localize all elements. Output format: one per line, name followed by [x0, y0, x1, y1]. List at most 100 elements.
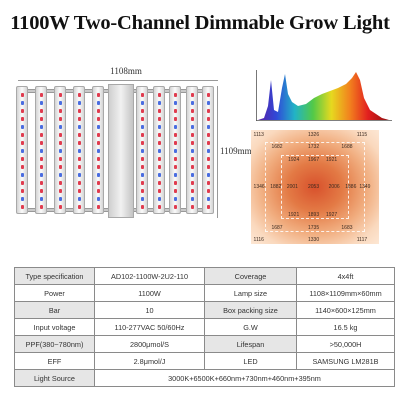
- led-diode: [141, 165, 144, 169]
- light-bar: [35, 86, 47, 214]
- led-diode: [190, 117, 194, 121]
- led-diode: [141, 141, 144, 145]
- led-diode: [59, 101, 62, 105]
- led-diode: [190, 197, 194, 201]
- spec-row: Bar 10 Box packing size 1140×600×125mm: [14, 301, 395, 319]
- spec-label: Bar: [14, 301, 95, 319]
- led-diode: [141, 125, 144, 129]
- led-diode: [78, 157, 81, 161]
- led-diode: [207, 133, 210, 137]
- led-diode: [207, 117, 210, 121]
- led-diode: [97, 141, 100, 145]
- led-diode: [190, 109, 194, 113]
- led-diode: [40, 141, 43, 145]
- led-diode: [97, 109, 100, 113]
- led-diode: [59, 197, 62, 201]
- led-diode: [207, 189, 210, 193]
- led-diode: [78, 141, 81, 145]
- ppfd-value: 1113: [253, 132, 264, 138]
- ppfd-value: 1687: [271, 225, 283, 231]
- ppfd-value: 1924: [288, 157, 300, 163]
- led-diode: [174, 125, 177, 129]
- led-diode: [97, 189, 100, 193]
- led-diode: [59, 205, 62, 209]
- ppfd-value: 1732: [308, 144, 320, 150]
- led-diode: [78, 205, 81, 209]
- spec-label: EFF: [14, 352, 95, 370]
- ppfd-value: 1735: [308, 225, 320, 231]
- spec-row: Power 1100W Lamp size 1108×1109mm×60mm: [14, 284, 395, 302]
- led-diode: [174, 189, 177, 193]
- led-diode: [174, 149, 177, 153]
- led-diode: [40, 101, 43, 105]
- spec-label: Type specification: [14, 267, 95, 285]
- led-diode: [21, 109, 24, 113]
- led-diode: [207, 149, 210, 153]
- led-diode: [59, 117, 62, 121]
- spec-label: Box packing size: [204, 301, 297, 319]
- led-diode: [21, 173, 24, 177]
- led-diode: [78, 165, 81, 169]
- led-diode: [78, 181, 81, 185]
- ppfd-value: 2053: [308, 184, 320, 190]
- spec-row: Light Source 3000K+6500K+660nm+730nm+460n…: [14, 369, 395, 387]
- led-diode: [141, 157, 144, 161]
- led-diode: [59, 157, 62, 161]
- spec-value: 1108×1109mm×60mm: [296, 284, 395, 302]
- led-diode: [40, 197, 43, 201]
- led-diode: [97, 93, 100, 97]
- light-bar: [202, 86, 214, 214]
- led-diode: [174, 93, 177, 97]
- led-diode: [40, 173, 43, 177]
- led-diode: [174, 173, 177, 177]
- spec-label: Lamp size: [204, 284, 297, 302]
- led-diode: [207, 197, 210, 201]
- led-diode: [78, 125, 81, 129]
- led-diode: [190, 189, 194, 193]
- led-diode: [157, 109, 161, 113]
- led-diode: [207, 205, 210, 209]
- led-diode: [78, 109, 81, 113]
- led-diode: [21, 205, 24, 209]
- spec-value: 4x4ft: [296, 267, 395, 285]
- led-diode: [207, 93, 210, 97]
- spec-label: Light Source: [14, 369, 95, 387]
- led-diode: [157, 101, 161, 105]
- led-diode: [141, 109, 144, 113]
- led-diode: [21, 117, 24, 121]
- spec-label: Coverage: [204, 267, 297, 285]
- width-dimension-line: [18, 80, 218, 81]
- led-diode: [207, 165, 210, 169]
- led-diode: [21, 197, 24, 201]
- ppfd-zone-outer: [265, 142, 365, 232]
- led-diode: [157, 157, 161, 161]
- led-diode: [174, 197, 177, 201]
- spec-value: >50,000H: [296, 335, 395, 353]
- led-diode: [97, 149, 100, 153]
- led-diode: [157, 197, 161, 201]
- ppfd-value: 1682: [271, 144, 283, 150]
- led-diode: [40, 133, 43, 137]
- led-diode: [21, 141, 24, 145]
- led-diode: [59, 141, 62, 145]
- led-diode: [190, 149, 194, 153]
- led-diode: [157, 133, 161, 137]
- led-diode: [190, 165, 194, 169]
- led-diode: [40, 117, 43, 121]
- spec-label: G.W: [204, 318, 297, 336]
- led-diode: [97, 165, 100, 169]
- led-diode: [174, 101, 177, 105]
- ppfd-value: 1921: [288, 212, 300, 218]
- led-diode: [174, 165, 177, 169]
- height-dimension-label: 1109mm: [220, 146, 252, 156]
- light-bar: [16, 86, 28, 214]
- led-diode: [157, 93, 161, 97]
- led-diode: [21, 189, 24, 193]
- led-diode: [141, 133, 144, 137]
- spec-value: AD102-1100W-2U2-110: [94, 267, 205, 285]
- led-diode: [190, 101, 194, 105]
- led-diode: [207, 181, 210, 185]
- led-diode: [21, 125, 24, 129]
- spec-row: EFF 2.8μmol/J LED SAMSUNG LM281B: [14, 352, 395, 370]
- led-diode: [174, 205, 177, 209]
